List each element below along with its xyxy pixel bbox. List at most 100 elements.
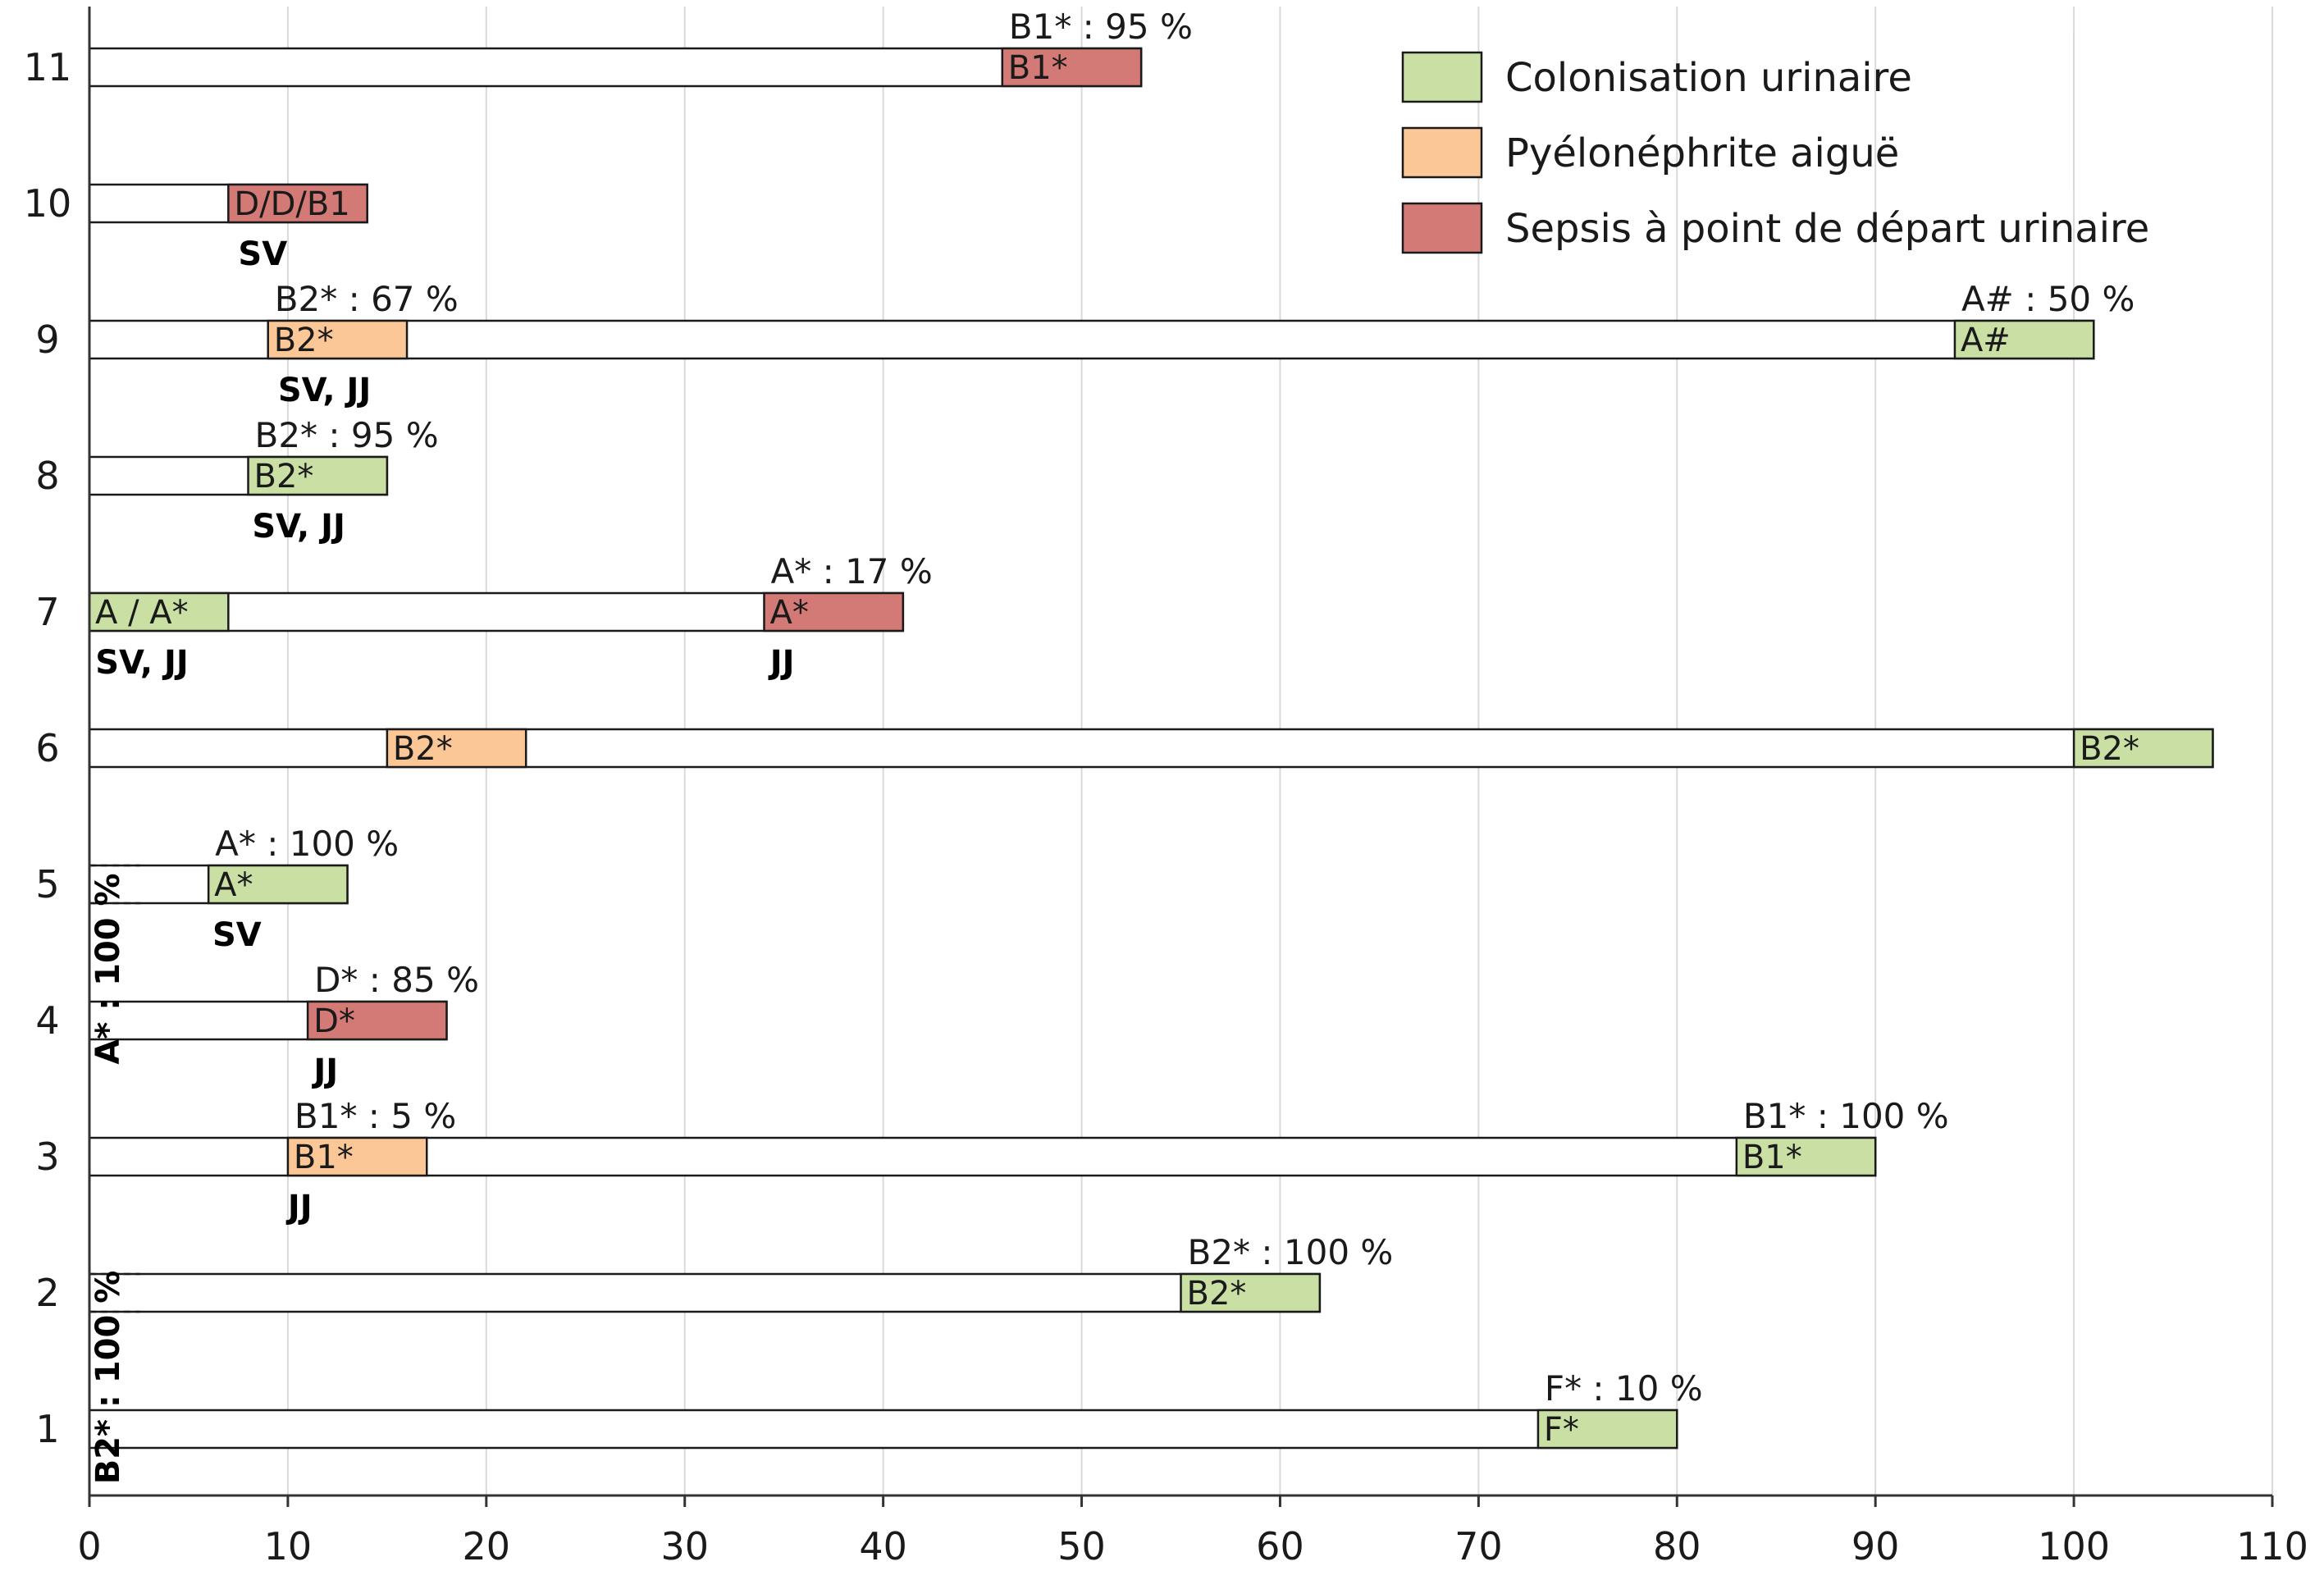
y-tick-label-5: 5	[35, 862, 59, 906]
legend: Colonisation urinaire Pyélonéphrite aiguë…	[1401, 33, 2149, 254]
legend-swatch	[1401, 202, 1483, 254]
y-tick-label-7: 7	[35, 590, 59, 634]
episode-annotation: B1* : 95 %	[1009, 7, 1193, 47]
y-tick-label-10: 10	[24, 181, 72, 226]
episode-annotation: B2* : 67 %	[275, 279, 459, 319]
axes: 0 10 20 30 40 50 60 70 80 90 100 110 1 2 3 4 5 6 7 8 9 10 11	[24, 7, 2308, 1568]
episode-annotation: A* : 100 %	[215, 824, 399, 864]
episode-label: B1*	[1008, 49, 1068, 87]
episode-annotation: D* : 85 %	[314, 960, 479, 1000]
device-label: SV	[238, 235, 287, 273]
episode-annotation: B1* : 5 %	[294, 1096, 456, 1136]
episode-segment-sepsis	[763, 591, 905, 632]
device-label: SV, JJ	[278, 372, 372, 409]
episode-label: F*	[1544, 1411, 1579, 1449]
y-tick-label-11: 11	[24, 45, 72, 89]
episode-label: B2*	[274, 322, 334, 359]
episode-segment-sepsis	[1001, 47, 1143, 88]
x-tick-label-50: 50	[1057, 1524, 1106, 1568]
group-brackets: A* : 100 % B2* : 100 %	[89, 864, 140, 1485]
timeline-bar	[88, 1409, 1678, 1450]
y-tick-label-6: 6	[35, 726, 59, 770]
episode-annotation: B2* : 95 %	[255, 415, 439, 455]
x-tick-label-80: 80	[1653, 1524, 1701, 1568]
patient-row-1: F*F* : 10 %	[88, 1368, 1703, 1450]
episode-label: A*	[214, 866, 253, 904]
episode-segment-colonisation	[1180, 1272, 1322, 1313]
x-tick-label-30: 30	[660, 1524, 709, 1568]
device-label: JJ	[285, 1189, 313, 1226]
x-tick-label-110: 110	[2236, 1524, 2308, 1568]
device-label: SV	[212, 916, 262, 954]
episode-segment-pyelo	[267, 319, 409, 360]
episode-annotation: B1* : 100 %	[1743, 1096, 1949, 1136]
y-tick-label-9: 9	[35, 317, 59, 362]
episode-label: B2*	[393, 730, 453, 768]
legend-label: Colonisation urinaire	[1505, 55, 1912, 101]
timeline-bar	[88, 319, 2095, 360]
episode-segment-colonisation	[1536, 1409, 1678, 1450]
episode-segment-colonisation	[2072, 728, 2214, 769]
x-tick-label-40: 40	[859, 1524, 907, 1568]
patient-row-6: B2* B2*	[88, 728, 2214, 769]
group-bracket-1: A* : 100 %	[89, 864, 140, 1065]
episode-segment-sepsis	[306, 1000, 448, 1041]
bracket-label: A* : 100 %	[89, 873, 127, 1064]
timeline-bar	[88, 47, 1143, 88]
episode-annotation: A# : 50 %	[1961, 279, 2135, 319]
episode-label: A / A*	[95, 594, 189, 632]
episode-label: B2*	[1187, 1275, 1247, 1313]
episode-segment-colonisation	[207, 864, 349, 905]
x-tick-label-90: 90	[1851, 1524, 1900, 1568]
episode-label: B1*	[294, 1139, 354, 1176]
device-label: SV, JJ	[95, 644, 188, 682]
group-bracket-2: B2* : 100 %	[89, 1271, 140, 1485]
patient-row-5: A*A* : 100 % SV	[88, 824, 399, 954]
patient-row-7: A / A* A*A* : 17 % SV, JJ JJ	[88, 551, 933, 682]
x-tick-label-100: 100	[2038, 1524, 2110, 1568]
legend-swatch	[1401, 126, 1483, 179]
legend-item-sepsis: Sepsis à point de départ urinaire	[1401, 202, 2149, 254]
patient-row-4: D*D* : 85 % JJ	[88, 960, 479, 1090]
episode-annotation: F* : 10 %	[1545, 1368, 1703, 1409]
episode-segment-sepsis	[227, 183, 368, 224]
patient-row-9: B2*B2* : 67 % A#A# : 50 % SV, JJ	[88, 279, 2135, 409]
episode-segment-colonisation	[1735, 1136, 1877, 1177]
x-tick-label-0: 0	[77, 1524, 101, 1568]
legend-item-colonisation: Colonisation urinaire	[1401, 51, 1912, 103]
legend-item-pyelo: Pyélonéphrite aiguë	[1401, 126, 1899, 179]
episode-label: A#	[1961, 322, 2011, 359]
episode-label: B2*	[2080, 730, 2139, 768]
episode-segment-pyelo	[286, 1136, 428, 1177]
episode-label: D*	[313, 1002, 355, 1040]
bracket-label: B2* : 100 %	[89, 1271, 127, 1485]
legend-label: Sepsis à point de départ urinaire	[1505, 206, 2149, 252]
episode-label: B1*	[1742, 1139, 1802, 1176]
y-tick-label-2: 2	[35, 1271, 59, 1315]
episode-annotation: A* : 17 %	[770, 551, 932, 591]
patient-row-2: B2*B2* : 100 %	[88, 1232, 1394, 1313]
y-tick-label-3: 3	[35, 1135, 59, 1179]
device-label: JJ	[311, 1052, 338, 1090]
legend-label: Pyélonéphrite aiguë	[1505, 130, 1899, 176]
patient-row-11: B1*B1* : 95 %	[88, 7, 1193, 88]
patient-row-3: B1*B1* : 5 %B1*B1* : 100 %JJ	[88, 1096, 1949, 1226]
timeline-bar	[88, 1272, 1322, 1313]
x-tick-label-10: 10	[264, 1524, 313, 1568]
episode-label: B2*	[254, 458, 314, 495]
x-tick-label-20: 20	[463, 1524, 511, 1568]
episode-segment-colonisation	[1953, 319, 2095, 360]
device-label: JJ	[768, 644, 795, 682]
legend-swatch	[1401, 51, 1483, 103]
patient-row-8: B2*B2* : 95 % SV, JJ	[88, 415, 439, 546]
episode-label: A*	[769, 594, 808, 632]
x-tick-label-70: 70	[1454, 1524, 1503, 1568]
y-tick-label-1: 1	[35, 1407, 59, 1451]
episode-segment-colonisation	[247, 455, 389, 496]
episode-segment-pyelo	[386, 728, 527, 769]
episode-label: D/D/B1	[234, 185, 349, 223]
x-tick-label-60: 60	[1256, 1524, 1304, 1568]
y-tick-label-4: 4	[35, 998, 59, 1043]
episode-annotation: B2* : 100 %	[1188, 1232, 1394, 1272]
